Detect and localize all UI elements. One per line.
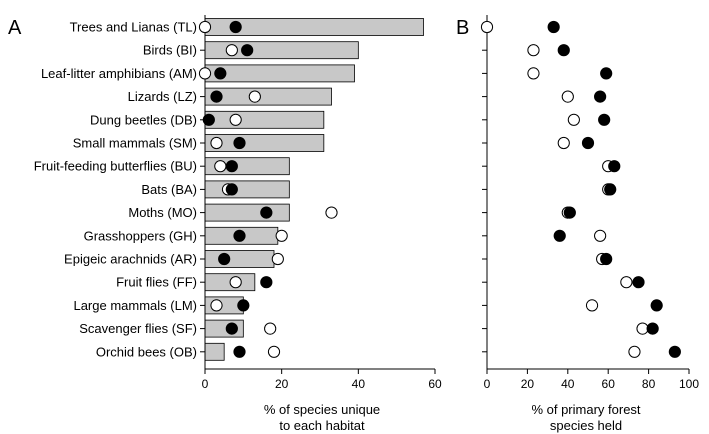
- panel-b: B 0 20 40 60 80 100 % of primary forestspecies …: [456, 15, 699, 433]
- filled-point-b-7: [604, 183, 617, 196]
- category-label-3: Lizards (LZ): [128, 89, 197, 104]
- category-label-10: Epigeic arachnids (AR): [64, 252, 197, 267]
- panel-a: A Trees and Lianas (TL) Birds (BI) Leaf-lit…: [8, 15, 442, 433]
- open-point-b-12: [585, 299, 599, 312]
- panel-label-b: B: [456, 17, 469, 39]
- bar-10: [204, 250, 275, 268]
- filled-point-a-12: [237, 299, 250, 312]
- x-tick-label-a-3: 60: [428, 377, 442, 391]
- x-axis-label-b-1: species held: [550, 418, 622, 433]
- x-tick-label-b-0: 0: [484, 377, 491, 391]
- open-point-b-13: [636, 322, 649, 335]
- open-point-a-12: [210, 299, 223, 312]
- open-point-b-5: [557, 136, 570, 150]
- filled-point-b-3: [594, 90, 607, 103]
- x-axis-label-a-0: % of species unique: [264, 402, 380, 417]
- category-label-7: Bats (BA): [141, 182, 197, 197]
- filled-point-a-14: [233, 345, 246, 358]
- category-label-11: Fruit flies (FF): [116, 275, 197, 290]
- x-tick-label-a-0: 0: [202, 377, 209, 391]
- category-label-12: Large mammals (LM): [73, 298, 197, 313]
- open-point-b-1: [527, 44, 540, 57]
- filled-point-b-4: [598, 113, 611, 126]
- open-point-a-0: [198, 20, 212, 34]
- filled-point-a-5: [233, 136, 246, 150]
- bar-14: [204, 342, 225, 361]
- filled-point-b-9: [553, 229, 566, 242]
- open-point-a-10: [271, 252, 284, 266]
- bar-5: [204, 134, 325, 152]
- filled-point-b-5: [581, 136, 595, 150]
- category-label-8: Moths (MO): [128, 205, 197, 220]
- x-tick-label-b-2: 40: [561, 377, 575, 391]
- filled-point-a-3: [210, 90, 223, 103]
- open-point-b-14: [628, 345, 641, 358]
- category-label-2: Leaf-litter amphibians (AM): [41, 66, 197, 81]
- open-point-a-2: [198, 67, 212, 80]
- filled-point-b-6: [608, 160, 621, 173]
- category-label-14: Orchid bees (OB): [96, 344, 197, 359]
- filled-point-a-8: [260, 206, 273, 219]
- x-tick-label-b-5: 100: [679, 377, 699, 391]
- x-tick-label-b-1: 20: [521, 377, 535, 391]
- open-point-a-13: [264, 322, 277, 335]
- filled-point-b-11: [632, 276, 645, 289]
- filled-point-b-13: [646, 322, 659, 335]
- open-point-a-1: [225, 44, 238, 57]
- open-point-a-8: [325, 206, 338, 219]
- category-label-1: Birds (BI): [143, 43, 197, 58]
- filled-point-b-2: [600, 67, 613, 80]
- x-axis-label-a-1: to each habitat: [279, 418, 365, 433]
- bar-8: [204, 203, 290, 222]
- filled-point-a-9: [233, 229, 246, 242]
- panel-label-a: A: [8, 17, 22, 39]
- filled-point-b-12: [650, 299, 663, 312]
- open-point-a-3: [248, 90, 261, 103]
- open-point-b-11: [620, 276, 633, 289]
- filled-point-b-14: [668, 345, 681, 358]
- filled-point-b-8: [563, 206, 576, 219]
- bar-7: [204, 180, 290, 199]
- open-point-a-11: [229, 276, 242, 289]
- category-label-13: Scavenger flies (SF): [79, 321, 197, 336]
- category-label-4: Dung beetles (DB): [90, 112, 197, 127]
- filled-point-a-0: [229, 20, 242, 34]
- open-point-a-9: [275, 229, 288, 242]
- filled-point-a-11: [260, 276, 273, 289]
- x-tick-label-b-4: 80: [642, 377, 656, 391]
- filled-point-a-13: [225, 322, 238, 335]
- open-point-b-4: [567, 113, 580, 126]
- open-point-b-0: [480, 20, 494, 34]
- x-tick-label-b-3: 60: [602, 377, 616, 391]
- bar-4: [204, 110, 325, 129]
- category-label-9: Grasshoppers (GH): [84, 228, 197, 243]
- x-tick-label-a-2: 40: [352, 377, 366, 391]
- open-point-a-4: [229, 113, 242, 126]
- filled-point-a-4: [202, 113, 215, 126]
- filled-point-a-2: [214, 67, 227, 80]
- bar-3: [204, 87, 332, 106]
- open-point-a-5: [210, 136, 223, 150]
- filled-point-b-1: [557, 44, 570, 57]
- open-point-b-3: [561, 90, 574, 103]
- bar-2: [204, 64, 355, 83]
- x-tick-label-a-1: 20: [275, 377, 289, 391]
- x-axis-label-b-0: % of primary forest: [531, 402, 640, 417]
- open-point-b-9: [594, 229, 607, 242]
- filled-point-b-10: [600, 252, 613, 266]
- open-point-a-14: [267, 345, 281, 358]
- category-label-0: Trees and Lianas (TL): [70, 20, 197, 35]
- filled-point-b-0: [547, 20, 560, 34]
- category-label-5: Small mammals (SM): [73, 136, 197, 151]
- filled-point-a-7: [225, 183, 238, 196]
- open-point-b-2: [527, 67, 540, 80]
- category-label-6: Fruit-feeding butterflies (BU): [34, 159, 197, 174]
- open-point-a-6: [214, 160, 227, 173]
- filled-point-a-1: [241, 44, 254, 57]
- filled-point-a-6: [225, 160, 238, 173]
- filled-point-a-10: [218, 252, 231, 266]
